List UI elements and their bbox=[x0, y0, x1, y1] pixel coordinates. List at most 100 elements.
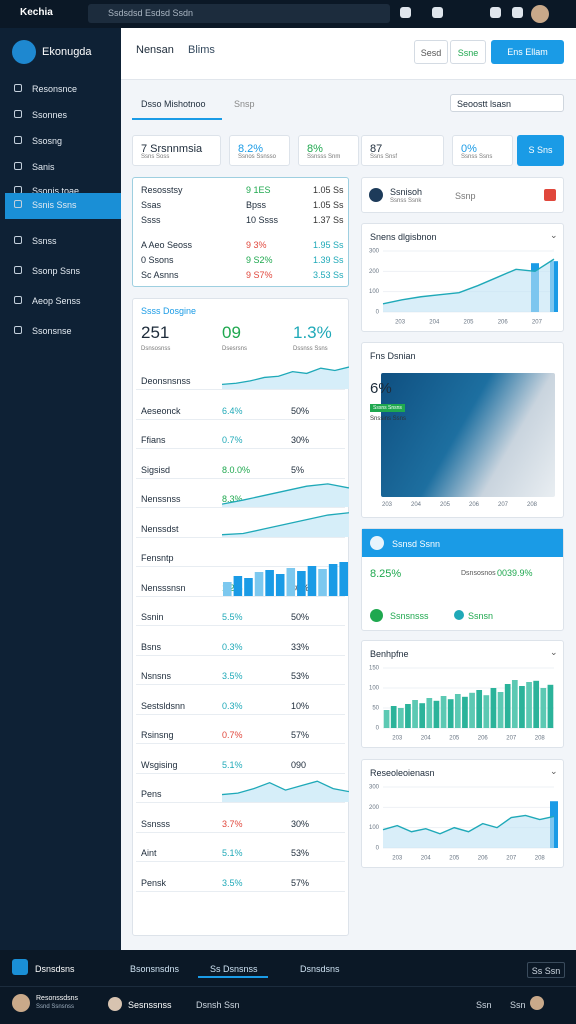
header-button[interactable]: Sesd bbox=[414, 40, 448, 64]
chart-menu[interactable]: ⌄ bbox=[550, 230, 558, 240]
footer-right[interactable]: Ssn bbox=[476, 1000, 492, 1010]
footer-item[interactable]: Ss Dsnsnss bbox=[210, 964, 258, 974]
footer-item[interactable]: Bsonsnsdns bbox=[130, 964, 180, 974]
bar bbox=[390, 706, 397, 728]
row-value: 30% bbox=[291, 818, 310, 829]
map-x-label: 208 bbox=[527, 502, 538, 508]
nav-icon[interactable] bbox=[14, 236, 22, 244]
bar bbox=[476, 690, 483, 728]
bar bbox=[469, 692, 475, 728]
nav-item[interactable]: Ssnss bbox=[32, 236, 57, 246]
footer-right[interactable]: Ssn bbox=[510, 1000, 526, 1010]
promo-item[interactable]: Ssnsnsss bbox=[390, 611, 429, 621]
footer-button[interactable]: Ss Ssn bbox=[527, 962, 565, 978]
map-x-label: 207 bbox=[498, 502, 509, 508]
row-value: 50% bbox=[291, 405, 310, 416]
map-sub: Snssins Ssns bbox=[370, 416, 407, 422]
stat-value: 251 bbox=[141, 323, 170, 342]
nav-icon[interactable] bbox=[14, 266, 22, 274]
nav-item[interactable]: Ssonsnse bbox=[32, 326, 72, 336]
kpi-label: Ssnos Ssnsso bbox=[238, 154, 277, 160]
chart-menu[interactable]: ⌄ bbox=[550, 766, 558, 776]
select[interactable]: Seoostt lsasn bbox=[450, 94, 564, 112]
nav-item[interactable]: Aeop Senss bbox=[32, 296, 81, 306]
row-pct: 0.7% bbox=[222, 730, 243, 740]
chart bbox=[222, 366, 349, 389]
footer-link[interactable]: Dsnsh Ssn bbox=[196, 1000, 240, 1010]
nav-item[interactable]: Ssonnes bbox=[32, 110, 68, 120]
nav-icon[interactable] bbox=[14, 162, 22, 170]
y-tick-label: 300 bbox=[369, 785, 380, 791]
row-pct: 3.7% bbox=[222, 818, 243, 829]
nav-icon[interactable] bbox=[14, 296, 22, 304]
kpi-card: 0% Ssnss Ssns bbox=[452, 135, 513, 166]
promo-item[interactable]: Ssnsn bbox=[468, 611, 494, 621]
bar bbox=[454, 694, 461, 728]
line bbox=[222, 483, 349, 505]
tab-active[interactable]: Dsso Mishotnoo bbox=[132, 94, 222, 120]
kpi-value: 8.2% bbox=[238, 143, 264, 155]
chart bbox=[222, 483, 349, 507]
icon-button[interactable] bbox=[432, 7, 443, 18]
row-divider bbox=[136, 448, 345, 449]
line bbox=[382, 258, 555, 305]
nav-icon[interactable] bbox=[14, 110, 22, 118]
icon-button[interactable] bbox=[512, 7, 523, 18]
x-tick-label: 207 bbox=[532, 320, 543, 326]
avatar[interactable] bbox=[531, 5, 549, 23]
alert-icon bbox=[544, 189, 556, 201]
stat-value: 1.3% bbox=[293, 323, 332, 342]
nav-item[interactable]: Ssonis toae bbox=[32, 186, 80, 196]
header-button[interactable]: Ens Ellam bbox=[491, 40, 564, 64]
nav-icon[interactable] bbox=[14, 200, 22, 208]
detail-title: Ssss Dosgine bbox=[141, 306, 197, 316]
summary-right: 1.37 Ss bbox=[313, 215, 344, 225]
summary-right: 1.95 Ss bbox=[313, 240, 344, 250]
bar bbox=[519, 686, 525, 728]
summary-label: 0 Ssons bbox=[141, 255, 174, 265]
kpi-button[interactable]: S Sns bbox=[517, 135, 564, 166]
tab[interactable]: Snsp bbox=[234, 99, 255, 109]
map-badge: Sssns Snsns bbox=[370, 404, 405, 412]
y-tick-label: 150 bbox=[369, 666, 380, 672]
summary-label: A Aeo Seoss bbox=[141, 240, 193, 250]
row-value: 5% bbox=[291, 464, 305, 475]
bar bbox=[447, 699, 454, 728]
row-value: 53% bbox=[291, 671, 310, 681]
summary-right: 3.53 Ss bbox=[313, 270, 344, 280]
row-label: Rsinsng bbox=[141, 730, 174, 740]
kpi-card: 8% Ssnsss Snm bbox=[298, 135, 359, 166]
nav-icon[interactable] bbox=[14, 84, 22, 92]
icon-button[interactable] bbox=[490, 7, 501, 18]
nav-icon[interactable] bbox=[14, 326, 22, 334]
nav-item[interactable]: Ssosng bbox=[32, 136, 63, 146]
bar bbox=[286, 567, 296, 596]
kpi-value: 8% bbox=[307, 143, 323, 155]
bar bbox=[462, 696, 468, 728]
promo-icon bbox=[370, 536, 384, 550]
row-divider bbox=[136, 684, 345, 685]
search-box[interactable]: Ssdsdsd Esdsd Ssdn bbox=[88, 4, 390, 23]
x-tick-label: 208 bbox=[535, 736, 546, 742]
footer-item[interactable]: Dsnsdsns bbox=[300, 964, 340, 974]
promo-dot bbox=[454, 610, 464, 620]
map-x-label: 206 bbox=[469, 502, 480, 508]
profile-action[interactable]: Ssnp bbox=[455, 191, 476, 201]
row-divider bbox=[136, 536, 345, 538]
nav-item[interactable]: Ssonp Ssns bbox=[32, 266, 81, 276]
page-subtitle[interactable]: Blims bbox=[188, 44, 215, 56]
nav-item[interactable]: Resonsnce bbox=[32, 84, 78, 94]
nav-item[interactable]: Ssnis Ssns bbox=[32, 200, 77, 210]
row-pct: 5.1% bbox=[222, 848, 243, 858]
promo-title: Ssnsd Ssnn bbox=[392, 539, 441, 549]
row-value: 10% bbox=[291, 700, 310, 711]
nav-icon[interactable] bbox=[14, 136, 22, 144]
footer-divider bbox=[0, 986, 576, 987]
nav-item[interactable]: Sanis bbox=[32, 162, 55, 172]
row-label: Ssnsss bbox=[141, 818, 171, 829]
chart-menu[interactable]: ⌄ bbox=[550, 647, 558, 657]
header-button[interactable]: Ssne bbox=[450, 40, 486, 64]
icon-button[interactable] bbox=[400, 7, 411, 18]
bar bbox=[318, 568, 327, 596]
footer-contact[interactable]: Sesnssnss bbox=[128, 1000, 172, 1010]
